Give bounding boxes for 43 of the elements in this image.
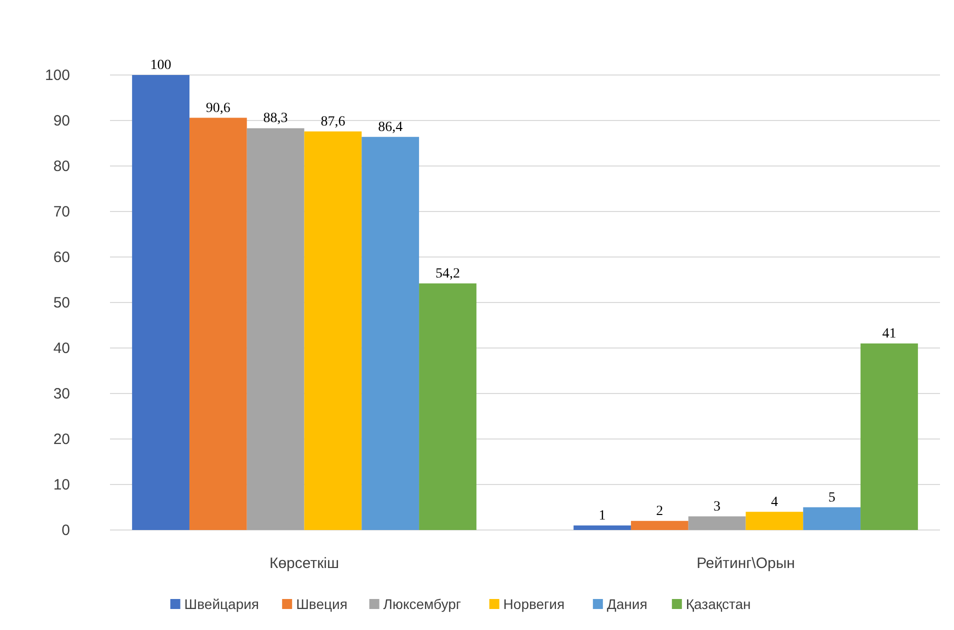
data-label: 90,6 [206,100,230,116]
data-label: 41 [882,326,896,342]
data-label: 88,3 [263,111,288,126]
y-tick-label: 100 [44,67,70,84]
y-tick-label: 60 [53,249,70,266]
legend-label: Швейцария [184,596,260,612]
legend-label: Дания [606,596,648,612]
bar [803,507,861,530]
bar [688,516,746,530]
bar [246,128,304,530]
data-label: 86,4 [378,120,403,135]
legend-label: Норвегия [503,596,565,612]
y-tick-label: 40 [53,340,70,357]
bar [419,283,476,530]
bar [304,131,362,530]
legend-label: Люксембург [383,596,461,612]
bar [132,75,190,530]
data-label: 1 [598,508,606,524]
data-label: 3 [714,499,721,514]
bar [189,118,247,530]
bar [746,512,804,530]
data-label: 54,2 [435,266,460,282]
legend-label: Швеция [296,596,348,612]
data-label: 87,6 [320,114,346,130]
y-tick-label: 70 [53,204,70,220]
bar [630,520,688,530]
y-tick-label: 90 [53,112,70,130]
bar [574,525,631,530]
x-tick-label: Рейтинг\Орын [696,555,795,572]
data-label: 100 [150,58,172,73]
bar [362,136,420,530]
y-tick-label: 20 [53,431,70,448]
x-tick-label: Көрсеткіш [269,555,340,572]
data-label: 2 [656,504,664,519]
y-tick-label: 80 [53,158,70,175]
bar [860,343,918,530]
data-label: 5 [828,490,836,506]
y-tick-label: 0 [62,522,70,539]
data-label: 4 [770,494,778,510]
legend-label: Қазақстан [686,596,751,612]
y-tick-label: 30 [53,386,70,402]
y-tick-label: 10 [53,476,70,494]
y-tick-label: 50 [53,294,70,312]
